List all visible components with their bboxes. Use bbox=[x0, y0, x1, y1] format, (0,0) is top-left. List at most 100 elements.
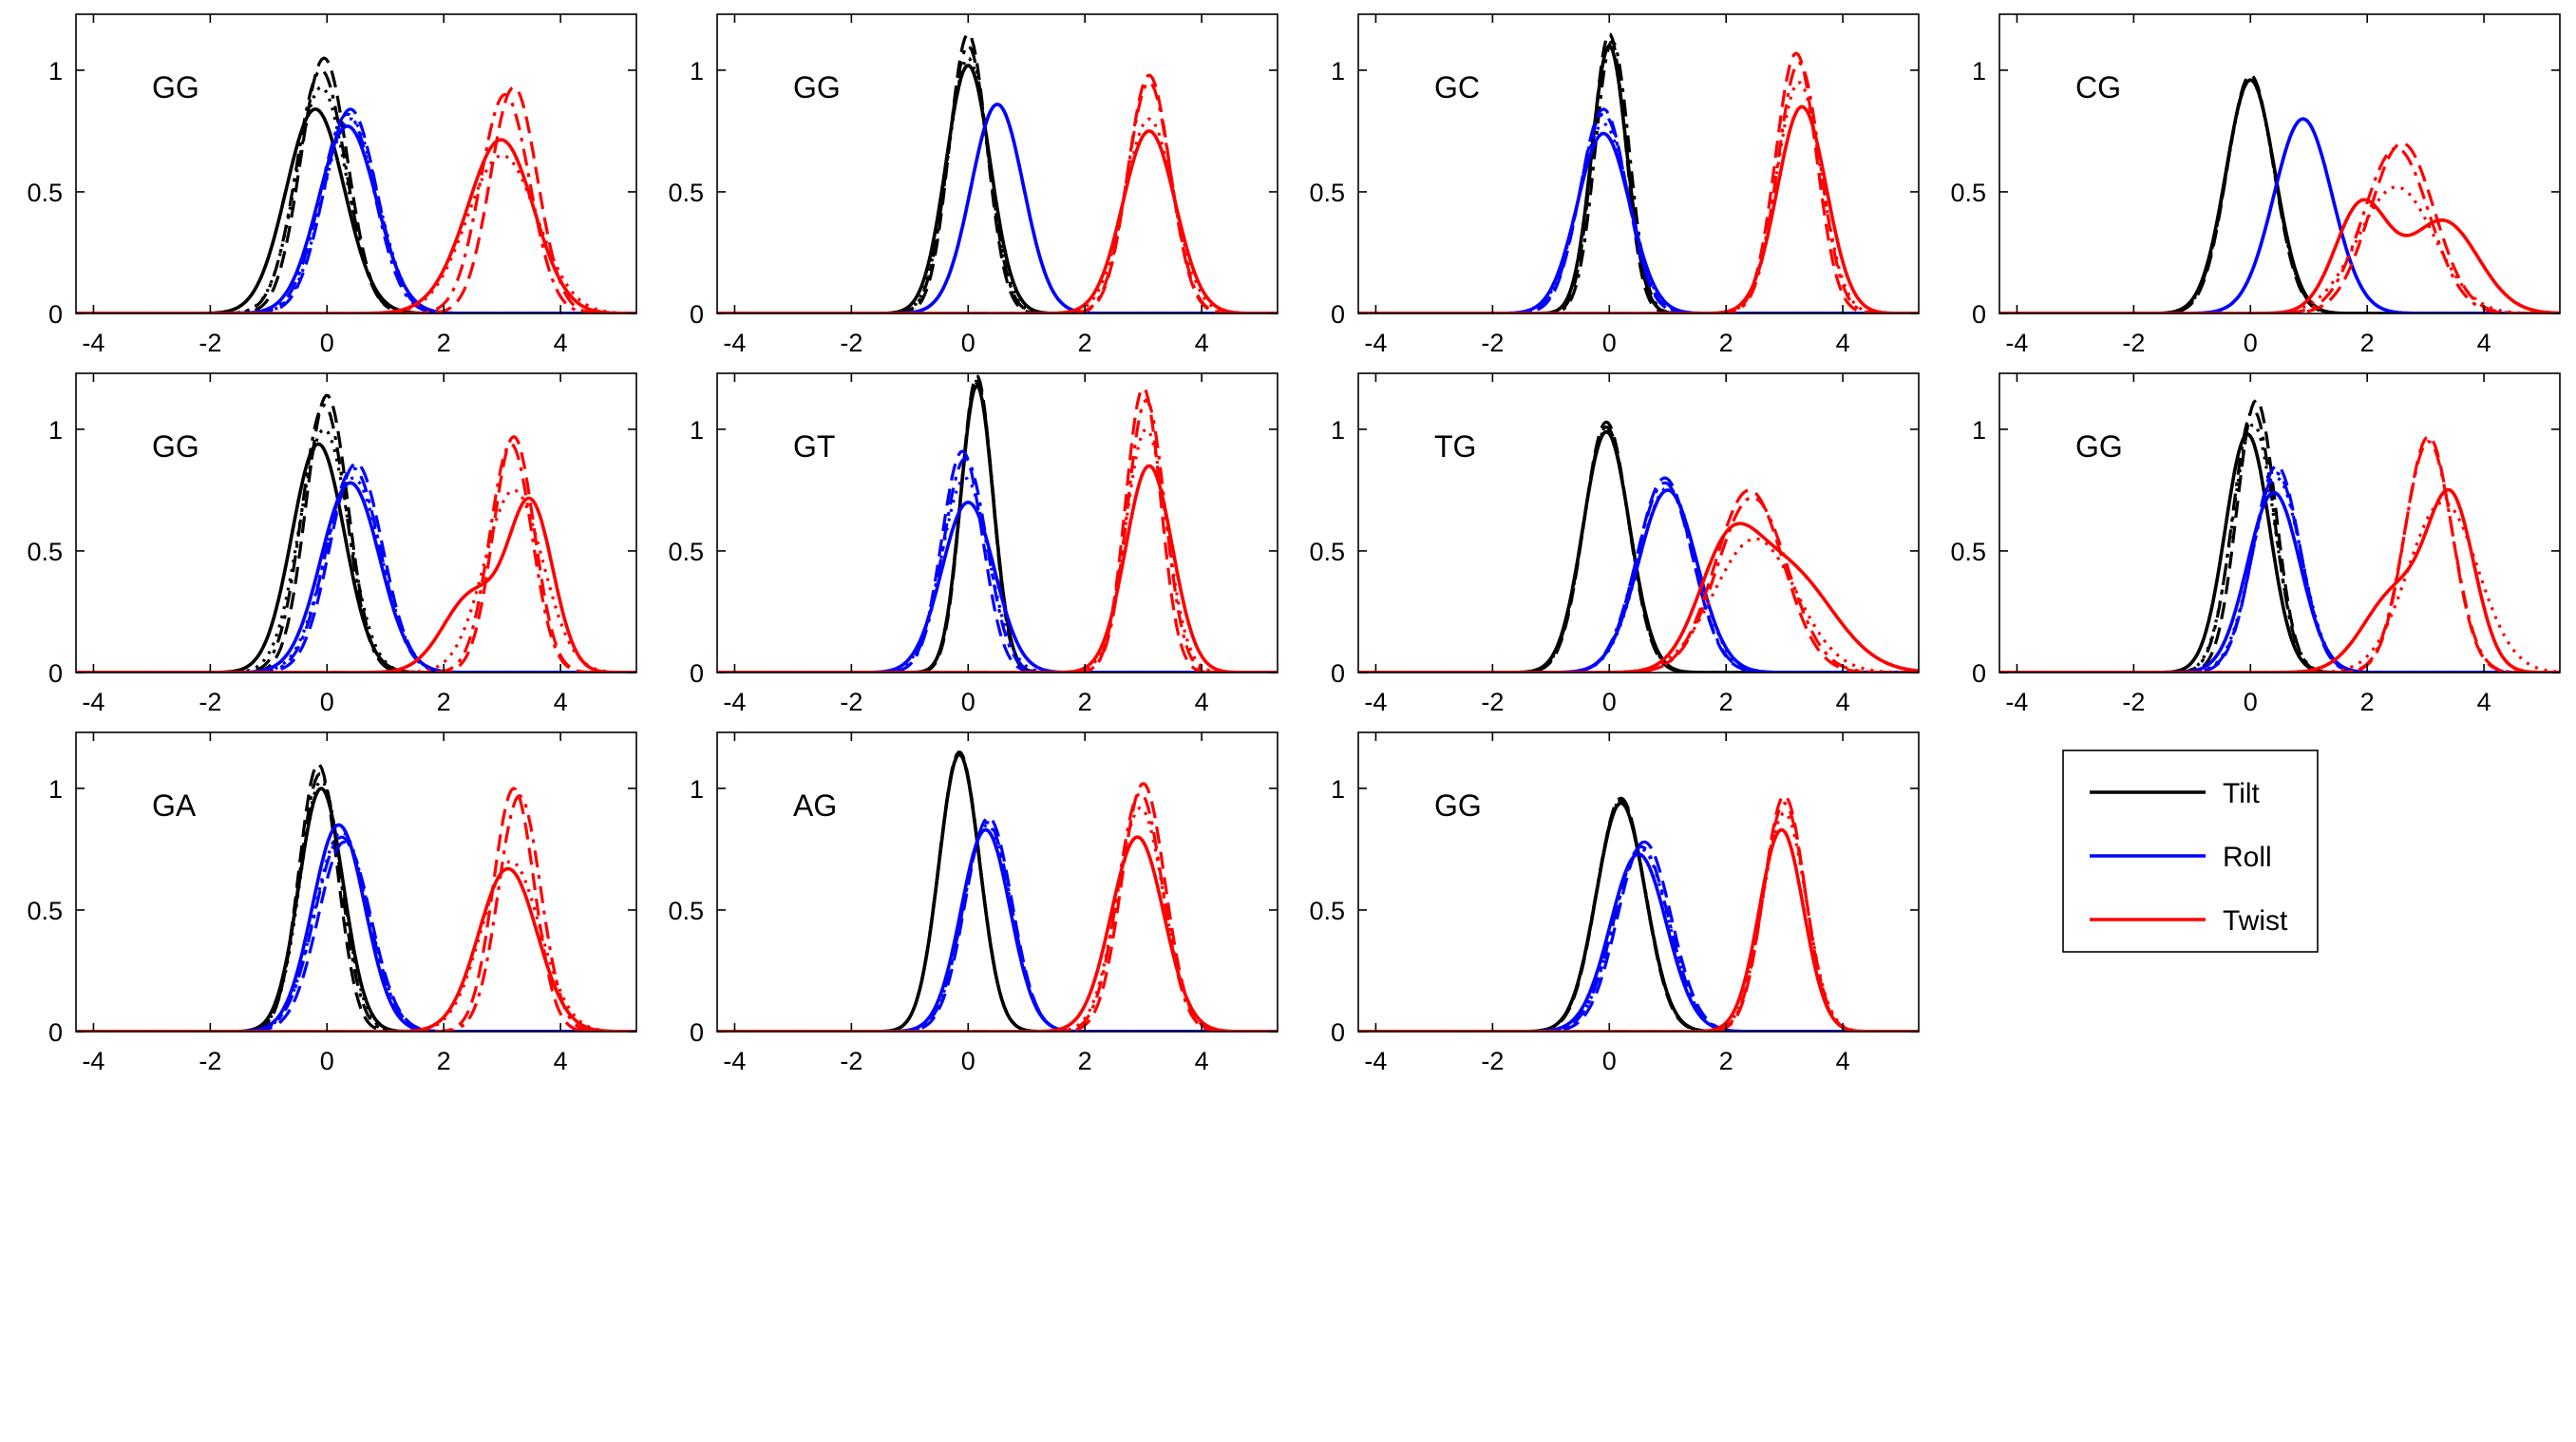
roll-dashed-line bbox=[1358, 840, 1919, 1032]
roll-dotted-line bbox=[1999, 117, 2560, 313]
axes-box bbox=[716, 372, 1279, 674]
x-tick-label: 4 bbox=[1195, 688, 1209, 716]
x-tick-label: -4 bbox=[723, 329, 746, 357]
twist-dashed-line bbox=[1358, 794, 1919, 1032]
twist-dashdot-line bbox=[1358, 801, 1919, 1032]
x-tick-label: 2 bbox=[1719, 688, 1733, 716]
tilt-dotted-line bbox=[1358, 799, 1919, 1032]
x-tick-label: 2 bbox=[2360, 688, 2375, 716]
legend: Tilt Roll Twist bbox=[2062, 749, 2319, 953]
twist-dotted-line bbox=[76, 488, 636, 673]
x-tick-label: 0 bbox=[2244, 688, 2258, 716]
tilt-solid-line bbox=[76, 107, 636, 313]
x-tick-label: 0 bbox=[2244, 329, 2258, 357]
axes-box bbox=[1357, 372, 1920, 674]
twist-dashdot-line bbox=[717, 81, 1278, 313]
twist-solid-line bbox=[76, 138, 636, 313]
tilt-solid-line bbox=[1999, 432, 2560, 673]
x-tick-label: -4 bbox=[82, 329, 104, 357]
x-tick-label: -2 bbox=[199, 329, 221, 357]
axes-box bbox=[75, 731, 637, 1033]
y-tick-label: 0.5 bbox=[27, 179, 63, 207]
panel-label: GG bbox=[1434, 788, 1482, 823]
tilt-dashdot-line bbox=[1358, 799, 1919, 1032]
twist-solid-line bbox=[717, 129, 1278, 313]
x-tick-label: 4 bbox=[2477, 329, 2491, 357]
tilt-dashdot-line bbox=[76, 68, 636, 313]
x-tick-label: -4 bbox=[1364, 688, 1387, 716]
x-tick-label: 0 bbox=[1602, 329, 1617, 357]
curves bbox=[1358, 794, 1919, 1032]
curves bbox=[1999, 398, 2560, 673]
curves bbox=[717, 750, 1278, 1032]
panel-label: GC bbox=[1434, 70, 1480, 104]
panel-2: -4 -2 0 2 4 0 0.5 1 GG bbox=[668, 13, 1279, 357]
x-tick-label: -2 bbox=[2122, 688, 2145, 716]
tilt-dashed-line bbox=[717, 374, 1278, 673]
y-tick-label: 0 bbox=[1972, 659, 1986, 688]
axes-box bbox=[1357, 13, 1920, 314]
twist-dashdot-line bbox=[76, 92, 636, 313]
x-tick-label: -4 bbox=[2005, 688, 2028, 716]
y-tick-label: 0 bbox=[1331, 659, 1345, 688]
y-tick-label: 0.5 bbox=[668, 538, 704, 566]
roll-solid-line bbox=[76, 481, 636, 673]
x-tick-label: 0 bbox=[1602, 1047, 1617, 1075]
roll-dashdot-line bbox=[717, 821, 1278, 1032]
roll-solid-line bbox=[76, 124, 636, 313]
tilt-solid-line bbox=[717, 64, 1278, 313]
roll-dashdot-line bbox=[1358, 112, 1919, 313]
panel-1: -4 -2 0 2 4 0 0.5 1 GG bbox=[27, 13, 637, 357]
axes-box bbox=[75, 13, 637, 314]
tilt-dashdot-line bbox=[1358, 39, 1919, 313]
panel-4: -4 -2 0 2 4 0 0.5 1 CG bbox=[1950, 13, 2561, 357]
curves bbox=[717, 374, 1278, 673]
panel-8: -4 -2 0 2 4 0 0.5 1 GG bbox=[1950, 372, 2561, 716]
tilt-dashed-line bbox=[76, 763, 636, 1032]
axes-box bbox=[716, 13, 1279, 314]
curves bbox=[717, 32, 1278, 313]
panel-label: GG bbox=[793, 70, 841, 104]
y-tick-label: 1 bbox=[1331, 57, 1345, 85]
tilt-dashdot-line bbox=[717, 752, 1278, 1032]
twist-dotted-line bbox=[76, 860, 636, 1032]
tilt-dashed-line bbox=[76, 393, 636, 673]
twist-dotted-line bbox=[1358, 811, 1919, 1032]
twist-dotted-line bbox=[1358, 81, 1919, 313]
twist-dashed-line bbox=[76, 435, 636, 673]
x-tick-label: -4 bbox=[82, 1047, 104, 1075]
roll-dotted-line bbox=[717, 103, 1278, 313]
twist-solid-line bbox=[717, 835, 1278, 1032]
x-tick-label: 4 bbox=[1836, 329, 1850, 357]
twist-dashed-line bbox=[717, 387, 1278, 673]
y-tick-label: 1 bbox=[48, 775, 63, 804]
panel-6: -4 -2 0 2 4 0 0.5 1 GT bbox=[668, 372, 1279, 716]
x-tick-label: 2 bbox=[1719, 329, 1733, 357]
x-tick-label: 0 bbox=[320, 1047, 334, 1075]
x-tick-label: -2 bbox=[199, 1047, 221, 1075]
roll-dashed-line bbox=[1358, 107, 1919, 313]
x-tick-label: 2 bbox=[1078, 1047, 1092, 1075]
axes-box bbox=[1357, 731, 1920, 1033]
curves bbox=[76, 393, 636, 673]
tilt-dashed-line bbox=[1999, 398, 2560, 673]
x-tick-label: 0 bbox=[961, 688, 975, 716]
roll-dashed-line bbox=[717, 816, 1278, 1032]
x-tick-label: -2 bbox=[199, 688, 221, 716]
panel-label: GG bbox=[152, 70, 199, 104]
roll-solid-line bbox=[1999, 117, 2560, 313]
roll-dotted-line bbox=[76, 117, 636, 313]
roll-dashdot-line bbox=[1999, 471, 2560, 673]
axes-box bbox=[1998, 13, 2561, 314]
y-tick-label: 0.5 bbox=[1309, 897, 1345, 925]
y-tick-label: 0 bbox=[48, 659, 63, 688]
x-tick-label: 2 bbox=[437, 688, 451, 716]
roll-solid-line bbox=[1358, 852, 1919, 1032]
panel-label: CG bbox=[2075, 70, 2121, 104]
axes-box bbox=[716, 731, 1279, 1033]
curves bbox=[1999, 73, 2560, 313]
y-tick-label: 0.5 bbox=[27, 897, 63, 925]
x-tick-label: 4 bbox=[1836, 1047, 1850, 1075]
panel-3: -4 -2 0 2 4 0 0.5 1 GC bbox=[1309, 13, 1920, 357]
